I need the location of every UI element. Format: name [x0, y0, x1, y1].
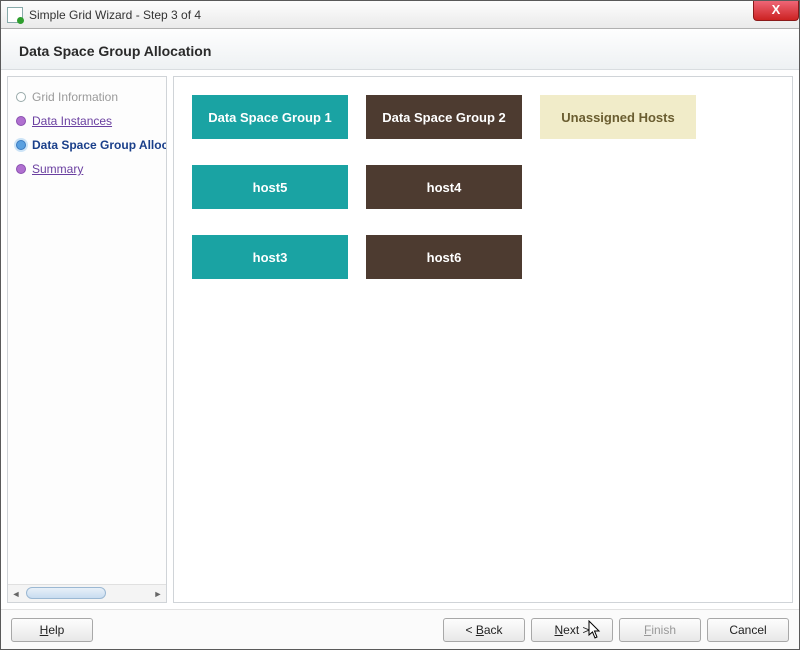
button-label: B	[476, 623, 484, 637]
next-button[interactable]: Next >	[531, 618, 613, 642]
group-header-2[interactable]: Data Space Group 2	[366, 95, 522, 139]
group-header-label: Data Space Group 1	[208, 110, 332, 125]
close-icon: X	[772, 2, 781, 17]
empty-cell	[540, 165, 696, 209]
button-label: H	[40, 623, 49, 637]
wizard-header: Data Space Group Allocation	[1, 29, 799, 70]
step-node-icon	[16, 140, 26, 150]
scroll-right-arrow-icon[interactable]: ►	[150, 585, 166, 602]
button-label: Cancel	[729, 623, 766, 637]
button-label: N	[554, 623, 563, 637]
allocation-grid: Data Space Group 1 Data Space Group 2 Un…	[192, 95, 774, 279]
scroll-left-arrow-icon[interactable]: ◄	[8, 585, 24, 602]
scroll-thumb[interactable]	[26, 587, 106, 599]
host-tile[interactable]: host6	[366, 235, 522, 279]
group-header-1[interactable]: Data Space Group 1	[192, 95, 348, 139]
group-header-unassigned[interactable]: Unassigned Hosts	[540, 95, 696, 139]
sidebar-horizontal-scrollbar[interactable]: ◄ ►	[8, 584, 166, 602]
group-header-label: Unassigned Hosts	[561, 110, 674, 125]
button-label: F	[644, 623, 651, 637]
step-label: Summary	[32, 162, 83, 176]
step-node-icon	[16, 164, 26, 174]
page-title: Data Space Group Allocation	[19, 43, 781, 59]
host-tile[interactable]: host4	[366, 165, 522, 209]
step-label: Data Space Group Allocation	[32, 138, 166, 152]
wizard-steps-list: Grid Information Data Instances Data Spa…	[8, 77, 166, 584]
group-header-label: Data Space Group 2	[382, 110, 506, 125]
scroll-track[interactable]	[24, 585, 150, 602]
window-title: Simple Grid Wizard - Step 3 of 4	[29, 8, 201, 22]
host-tile[interactable]: host3	[192, 235, 348, 279]
step-data-instances[interactable]: Data Instances	[16, 111, 166, 131]
wizard-steps-sidebar: Grid Information Data Instances Data Spa…	[7, 76, 167, 603]
host-label: host5	[253, 180, 288, 195]
host-tile[interactable]: host5	[192, 165, 348, 209]
step-grid-information[interactable]: Grid Information	[16, 87, 166, 107]
wizard-body: Grid Information Data Instances Data Spa…	[1, 70, 799, 609]
back-button[interactable]: < Back	[443, 618, 525, 642]
app-icon	[7, 7, 23, 23]
step-summary[interactable]: Summary	[16, 159, 166, 179]
allocation-panel: Data Space Group 1 Data Space Group 2 Un…	[173, 76, 793, 603]
cancel-button[interactable]: Cancel	[707, 618, 789, 642]
step-node-icon	[16, 92, 26, 102]
wizard-window: Simple Grid Wizard - Step 3 of 4 X Data …	[0, 0, 800, 650]
host-label: host3	[253, 250, 288, 265]
host-label: host6	[427, 250, 462, 265]
step-data-space-group-allocation[interactable]: Data Space Group Allocation	[16, 135, 166, 155]
step-label: Data Instances	[32, 114, 112, 128]
host-label: host4	[427, 180, 462, 195]
empty-cell	[540, 235, 696, 279]
close-button[interactable]: X	[753, 1, 799, 21]
step-label: Grid Information	[32, 90, 118, 104]
titlebar: Simple Grid Wizard - Step 3 of 4 X	[1, 1, 799, 29]
step-node-icon	[16, 116, 26, 126]
finish-button[interactable]: Finish	[619, 618, 701, 642]
help-button[interactable]: Help	[11, 618, 93, 642]
wizard-footer: Help < Back Next > Finish Cancel	[1, 609, 799, 649]
